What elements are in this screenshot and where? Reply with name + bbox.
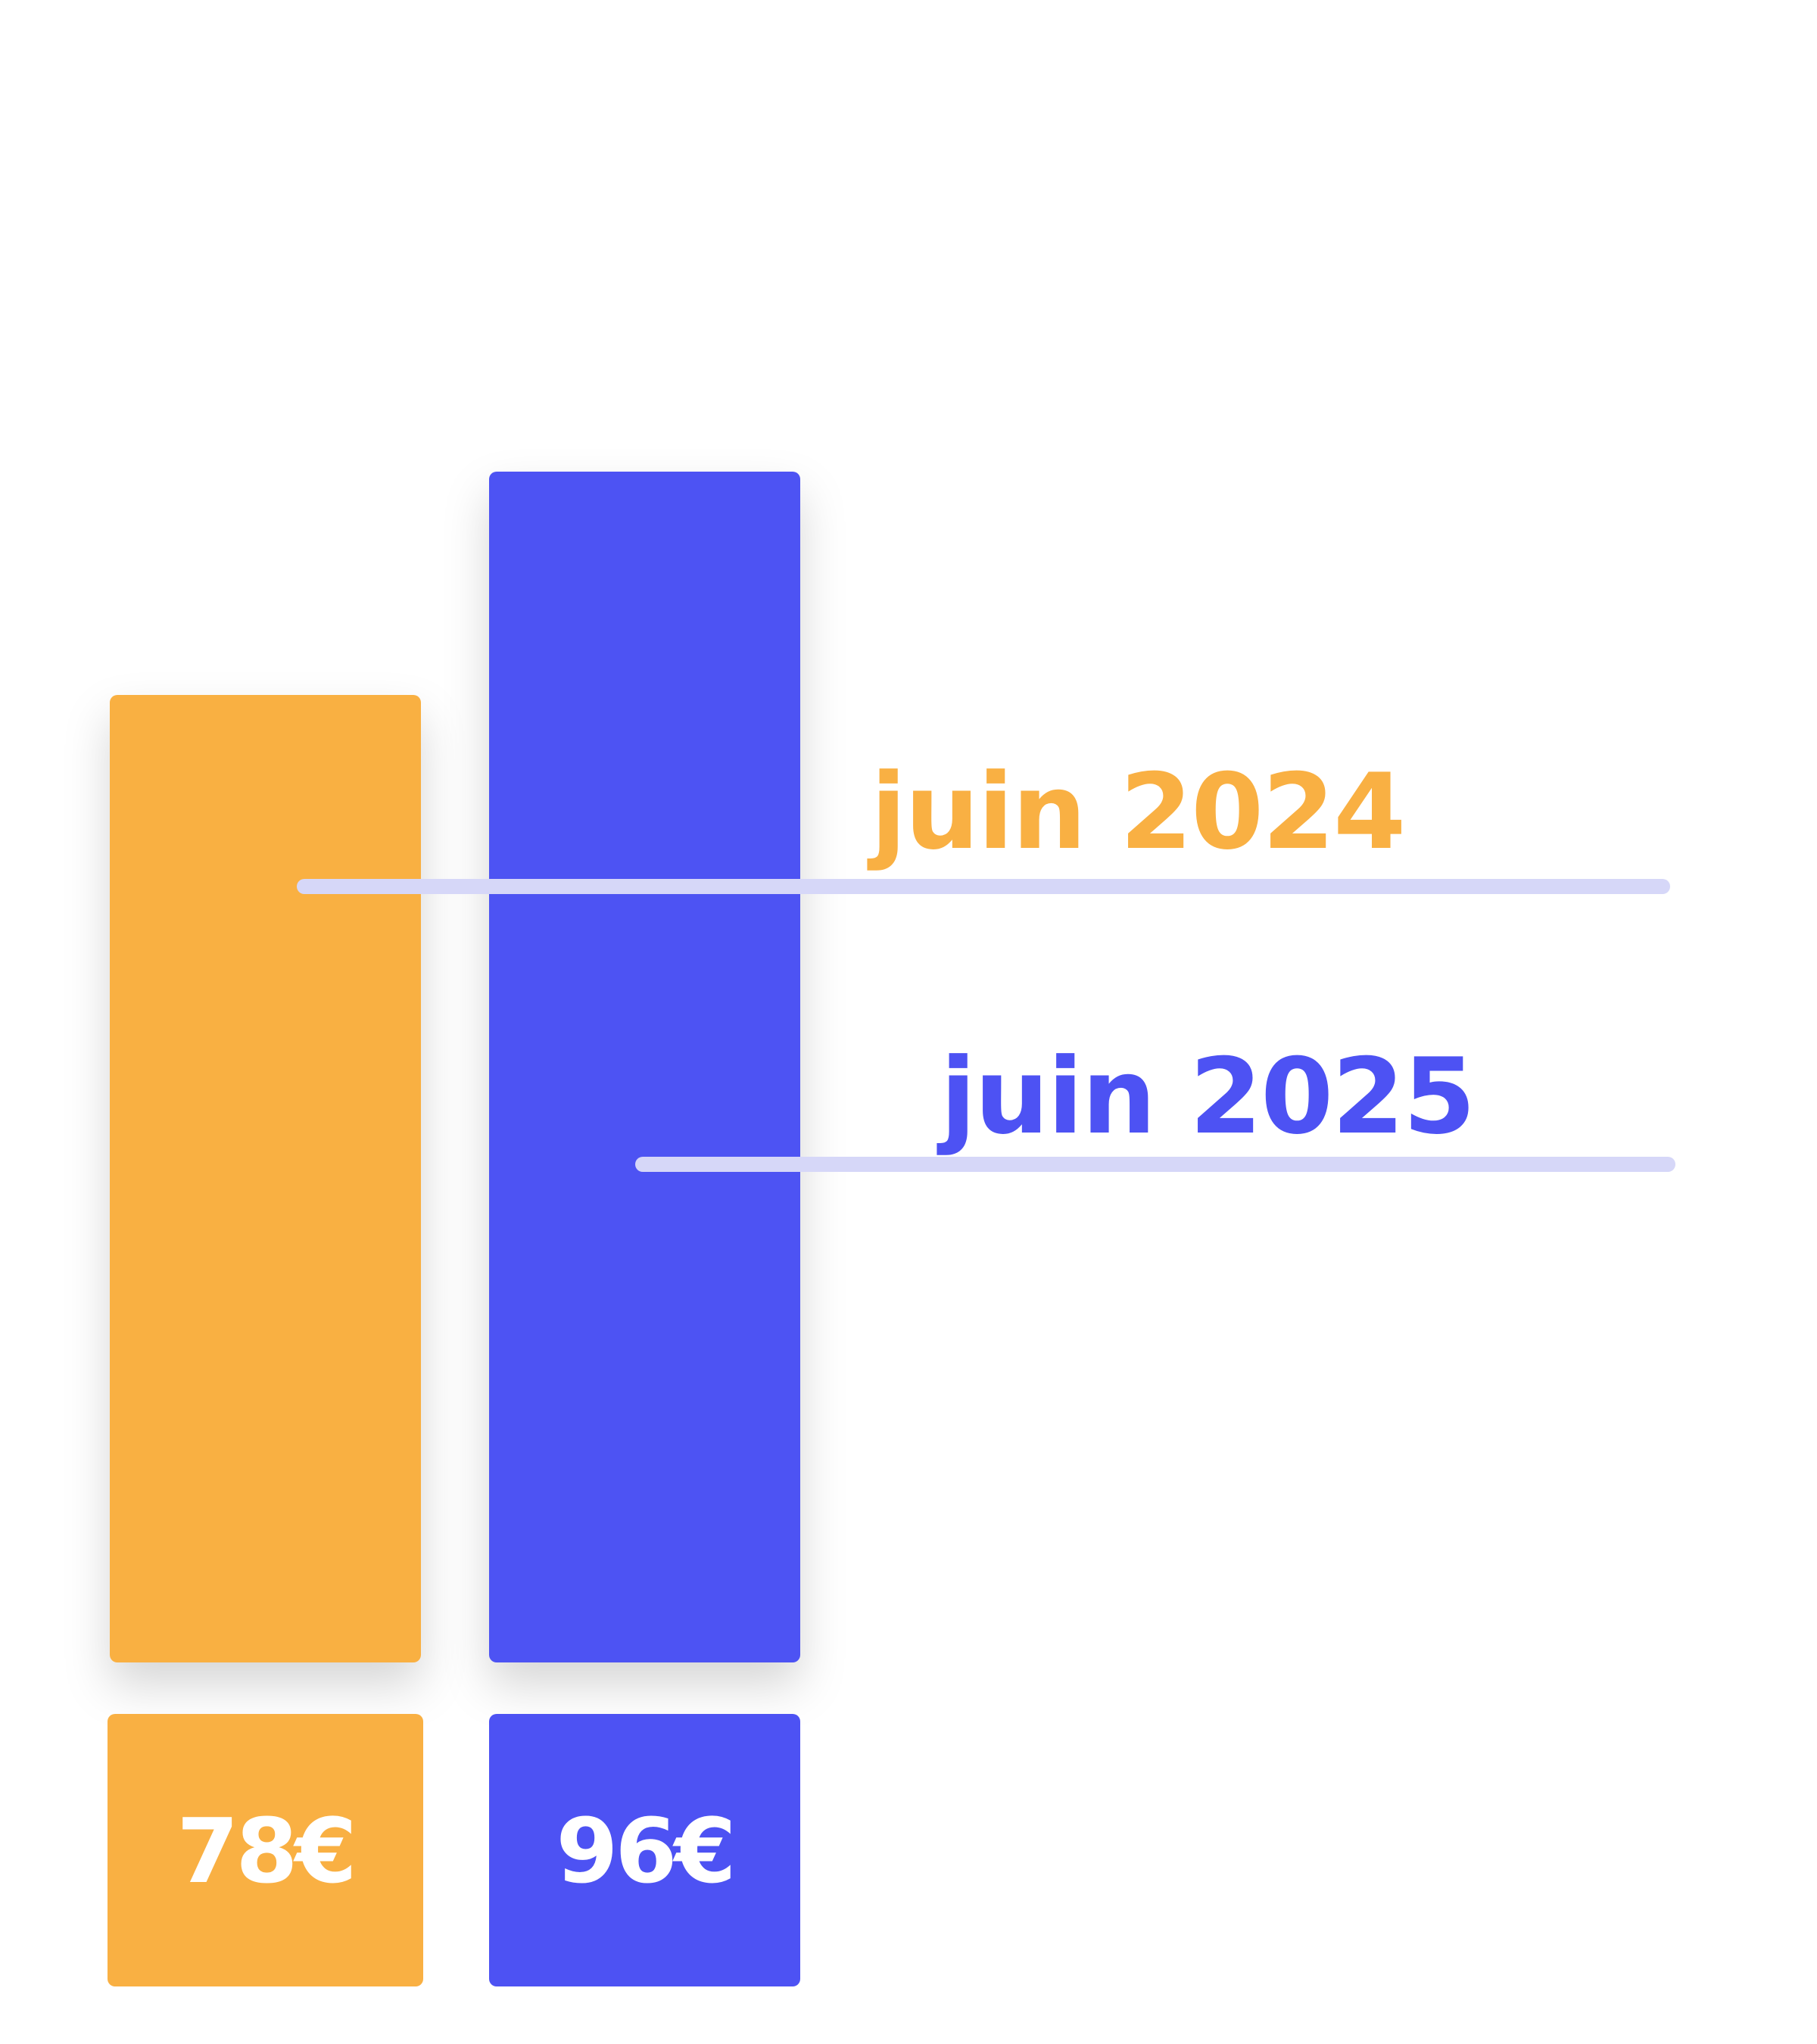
value-label: 96€ — [556, 1799, 733, 1903]
value-label: 78€ — [176, 1799, 354, 1903]
category-label: juin 2025 — [937, 1036, 1474, 1158]
bar — [110, 694, 421, 1662]
bar — [489, 472, 800, 1662]
value-box — [489, 1714, 800, 1986]
category-label: juin 2024 — [867, 751, 1404, 873]
value-box — [108, 1714, 423, 1986]
